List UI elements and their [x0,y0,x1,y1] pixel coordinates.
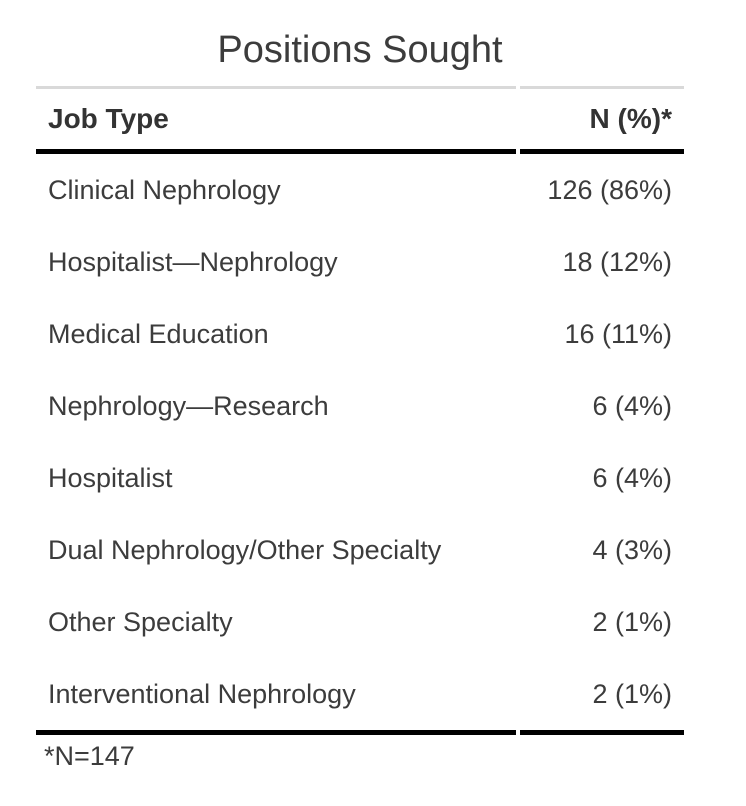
positions-sought-figure: Positions Sought Job Type N (%)* Clinica… [36,29,684,771]
n-percent-cell: 2 (1%) [592,606,672,637]
n-percent-cell: 16 (11%) [564,318,672,349]
table-header-row: Job Type N (%)* [36,86,684,154]
table-footnote: *N=147 [44,741,135,771]
n-percent-cell: 126 (86%) [547,174,672,205]
n-percent-cell: 6 (4%) [592,462,672,493]
n-percent-cell: 18 (12%) [562,246,672,277]
job-type-cell: Other Specialty [48,606,233,637]
job-type-cell: Hospitalist—Nephrology [48,246,338,277]
job-type-cell: Dual Nephrology/Other Specialty [48,534,442,565]
job-type-cell: Interventional Nephrology [36,658,516,735]
job-type-cell: Clinical Nephrology [48,174,281,205]
table-row: Clinical Nephrology 126 (86%) [36,154,684,226]
job-type-cell: Nephrology—Research [48,390,329,421]
table-row: Dual Nephrology/Other Specialty 4 (3%) [36,514,684,586]
table-row: Other Specialty 2 (1%) [36,586,684,658]
table-row: Interventional Nephrology 2 (1%) [36,658,684,735]
table-title: Positions Sought [217,29,503,71]
table-row: Nephrology—Research 6 (4%) [36,370,684,442]
positions-sought-table: Job Type N (%)* Clinical Nephrology 126 … [36,86,684,771]
table-row: Medical Education 16 (11%) [36,298,684,370]
column-header-job-type: Job Type [36,86,516,154]
n-percent-cell: 6 (4%) [592,390,672,421]
job-type-cell: Medical Education [48,318,269,349]
table-row: Hospitalist 6 (4%) [36,442,684,514]
job-type-cell: Hospitalist [48,462,173,493]
column-header-n-percent: N (%)* [520,86,684,154]
table-row: Hospitalist—Nephrology 18 (12%) [36,226,684,298]
n-percent-cell: 4 (3%) [592,534,672,565]
n-percent-cell: 2 (1%) [520,658,684,735]
table-body: Clinical Nephrology 126 (86%) Hospitalis… [36,154,684,735]
